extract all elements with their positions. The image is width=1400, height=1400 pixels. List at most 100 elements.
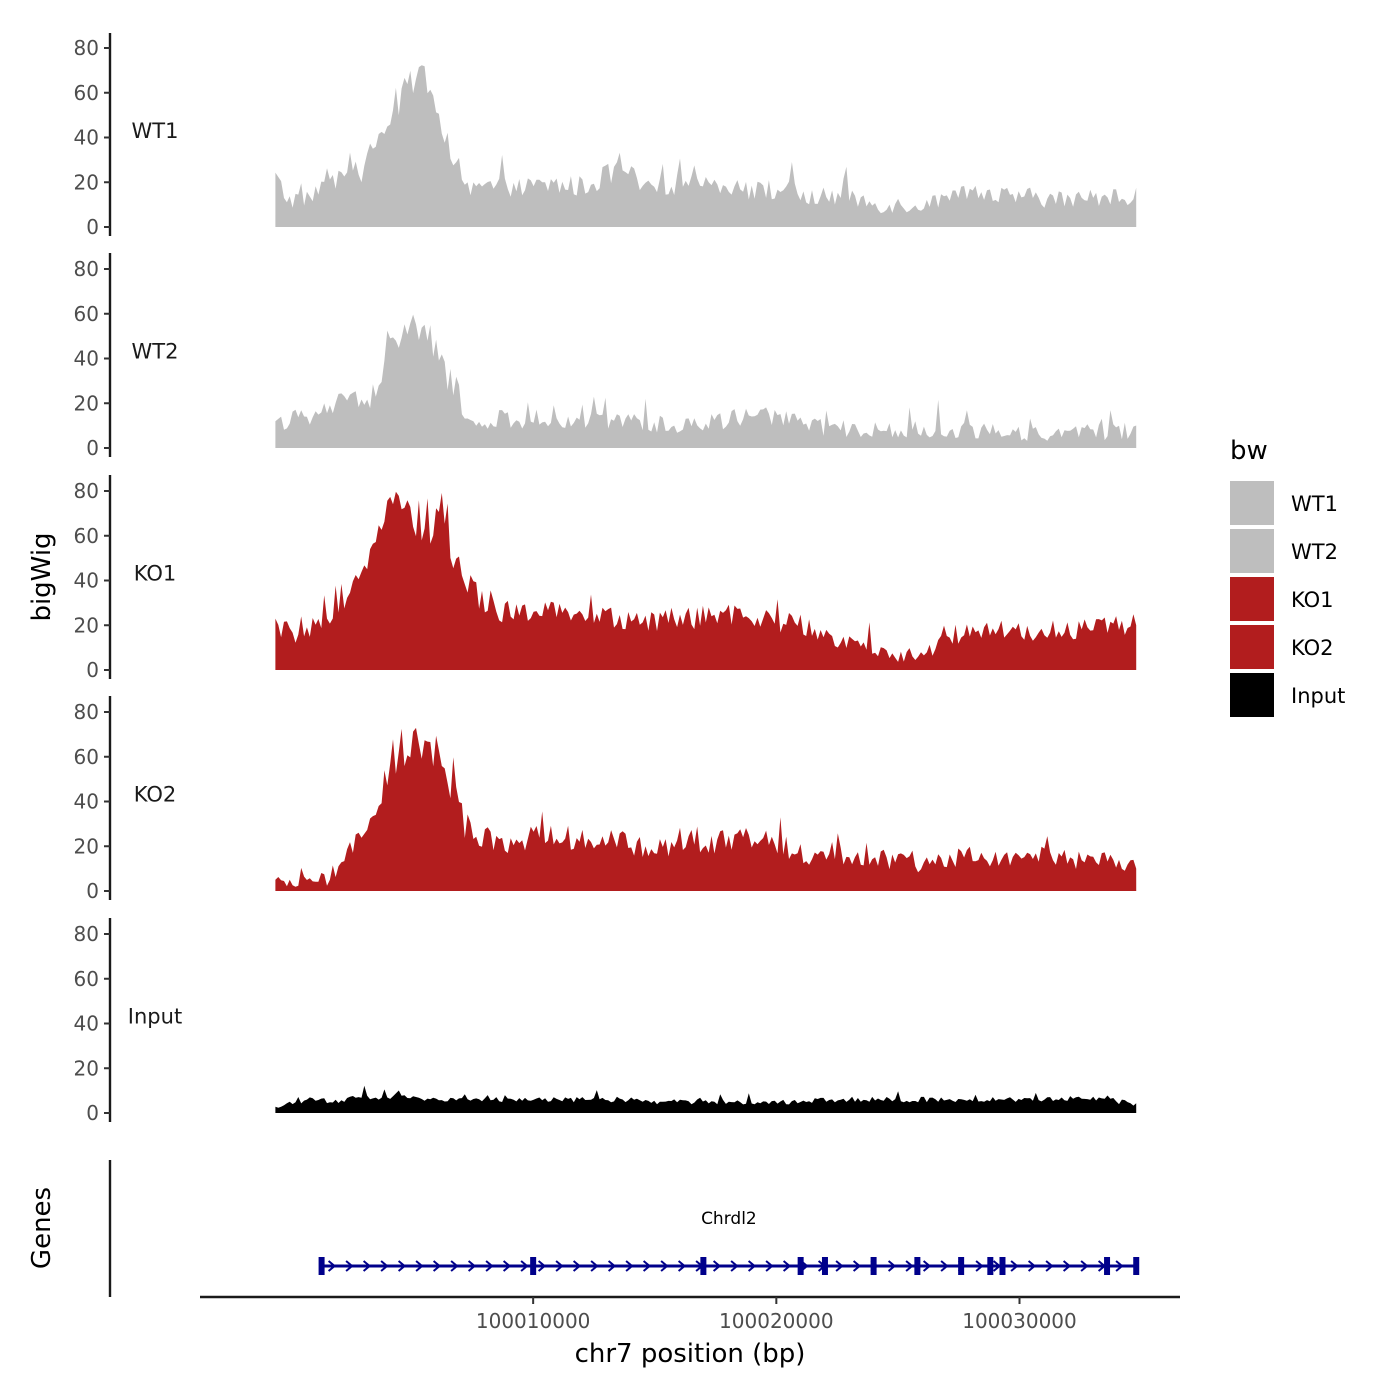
exon (987, 1257, 994, 1275)
x-axis: 100010000 100020000 100030000 (200, 1295, 1180, 1333)
track-wt1: 0 20 40 60 80 WT1 (74, 33, 1137, 239)
track-label: WT2 (132, 340, 179, 364)
y-tick-label: 20 (74, 613, 99, 637)
strand-arrow (782, 1260, 792, 1272)
strand-arrow (1045, 1260, 1054, 1272)
strand-arrow (1080, 1260, 1089, 1272)
strand-arrow (730, 1260, 739, 1272)
strand-arrow (642, 1260, 652, 1272)
legend-key-wt1 (1230, 481, 1274, 525)
strand-arrow (327, 1260, 337, 1272)
strand-arrow (1062, 1260, 1072, 1272)
exon (999, 1257, 1006, 1275)
strand-arrow (677, 1260, 687, 1272)
y-tick-label: 40 (74, 1012, 99, 1036)
strand-arrow (572, 1260, 582, 1272)
y-tick-label: 20 (74, 170, 99, 194)
legend-title: bw (1230, 436, 1268, 466)
strand-arrow (555, 1260, 564, 1272)
exon (530, 1257, 537, 1275)
strand-arrow (835, 1260, 844, 1272)
strand-arrow (765, 1260, 774, 1272)
exon (958, 1257, 965, 1275)
strand-arrow (537, 1260, 547, 1272)
strand-arrow (1010, 1260, 1019, 1272)
strand-arrow (887, 1260, 897, 1272)
y-tick-label: 60 (74, 967, 99, 991)
y-tick-label: 40 (74, 126, 99, 150)
y-tick-label: 0 (86, 436, 99, 460)
y-tick-label: 80 (74, 257, 99, 281)
strand-arrow (905, 1260, 914, 1272)
track-label: Input (128, 1005, 182, 1029)
track-ko2: 0 20 40 60 80 KO2 (74, 696, 1137, 903)
y-tick-label: 20 (74, 391, 99, 415)
y-tick-label: 60 (74, 745, 99, 769)
strand-arrow (397, 1260, 407, 1272)
x-axis-title: chr7 position (bp) (575, 1339, 806, 1369)
y-tick-label: 60 (74, 524, 99, 548)
exon (1104, 1257, 1111, 1275)
signal-tracks: 0 20 40 60 80 WT1 0 20 40 60 80 WT2 0 20 40 60 80 KO1 0 20 4… (74, 33, 1137, 1125)
track-wt2: 0 20 40 60 80 WT2 (74, 253, 1137, 460)
legend-key-ko1 (1230, 577, 1274, 621)
exon (797, 1257, 804, 1275)
strand-arrow (975, 1260, 984, 1272)
genes-axis-title: Genes (27, 1187, 57, 1269)
exon (700, 1257, 707, 1275)
strand-arrow (1027, 1260, 1037, 1272)
strand-arrow (380, 1260, 389, 1272)
x-tick-label: 100020000 (719, 1309, 834, 1333)
legend-label-ko2: KO2 (1291, 636, 1334, 660)
strand-arrow (415, 1260, 424, 1272)
y-tick-label: 60 (74, 81, 99, 105)
signal-area-ko1 (275, 491, 1137, 670)
y-tick-label: 0 (86, 658, 99, 682)
y-tick-label: 0 (86, 215, 99, 239)
gene-track: Chrdl2 (108, 1160, 1140, 1297)
legend-label-wt1: WT1 (1291, 492, 1338, 516)
strand-arrow (607, 1260, 617, 1272)
signal-area-wt2 (275, 314, 1137, 448)
y-tick-label: 0 (86, 1101, 99, 1125)
strand-arrow (450, 1260, 459, 1272)
track-input: 0 20 40 60 80 Input (74, 918, 1137, 1125)
legend-label-ko1: KO1 (1291, 588, 1334, 612)
y-tick-label: 80 (74, 922, 99, 946)
legend-label-wt2: WT2 (1291, 540, 1338, 564)
y-tick-label: 20 (74, 834, 99, 858)
strand-arrow (712, 1260, 722, 1272)
y-tick-label: 40 (74, 347, 99, 371)
strand-arrow (747, 1260, 757, 1272)
x-tick-label: 100030000 (962, 1309, 1077, 1333)
track-label: KO1 (134, 562, 177, 586)
y-tick-label: 0 (86, 879, 99, 903)
y-tick-label: 60 (74, 302, 99, 326)
track-label: WT1 (132, 119, 179, 143)
gene-name-label: Chrdl2 (701, 1209, 757, 1229)
signal-area-ko2 (275, 727, 1137, 891)
strand-arrow (345, 1260, 354, 1272)
strand-arrow (660, 1260, 669, 1272)
y-tick-label: 40 (74, 569, 99, 593)
exon (870, 1257, 877, 1275)
strand-arrow (502, 1260, 512, 1272)
exon (318, 1257, 325, 1275)
signal-area-input (275, 1085, 1137, 1113)
strand-arrow (852, 1260, 862, 1272)
strand-arrow (940, 1260, 949, 1272)
strand-arrow (485, 1260, 494, 1272)
legend-key-wt2 (1230, 529, 1274, 573)
track-ko1: 0 20 40 60 80 KO1 (74, 475, 1137, 682)
strand-arrow (467, 1260, 477, 1272)
y-tick-label: 80 (74, 700, 99, 724)
strand-arrow (432, 1260, 442, 1272)
strand-arrow (520, 1260, 529, 1272)
legend-key-ko2 (1230, 625, 1274, 669)
strand-arrow (362, 1260, 372, 1272)
exon (1133, 1257, 1140, 1275)
legend-label-input: Input (1291, 684, 1345, 708)
x-tick-label: 100010000 (476, 1309, 591, 1333)
y-axis-title: bigWig (27, 532, 57, 621)
